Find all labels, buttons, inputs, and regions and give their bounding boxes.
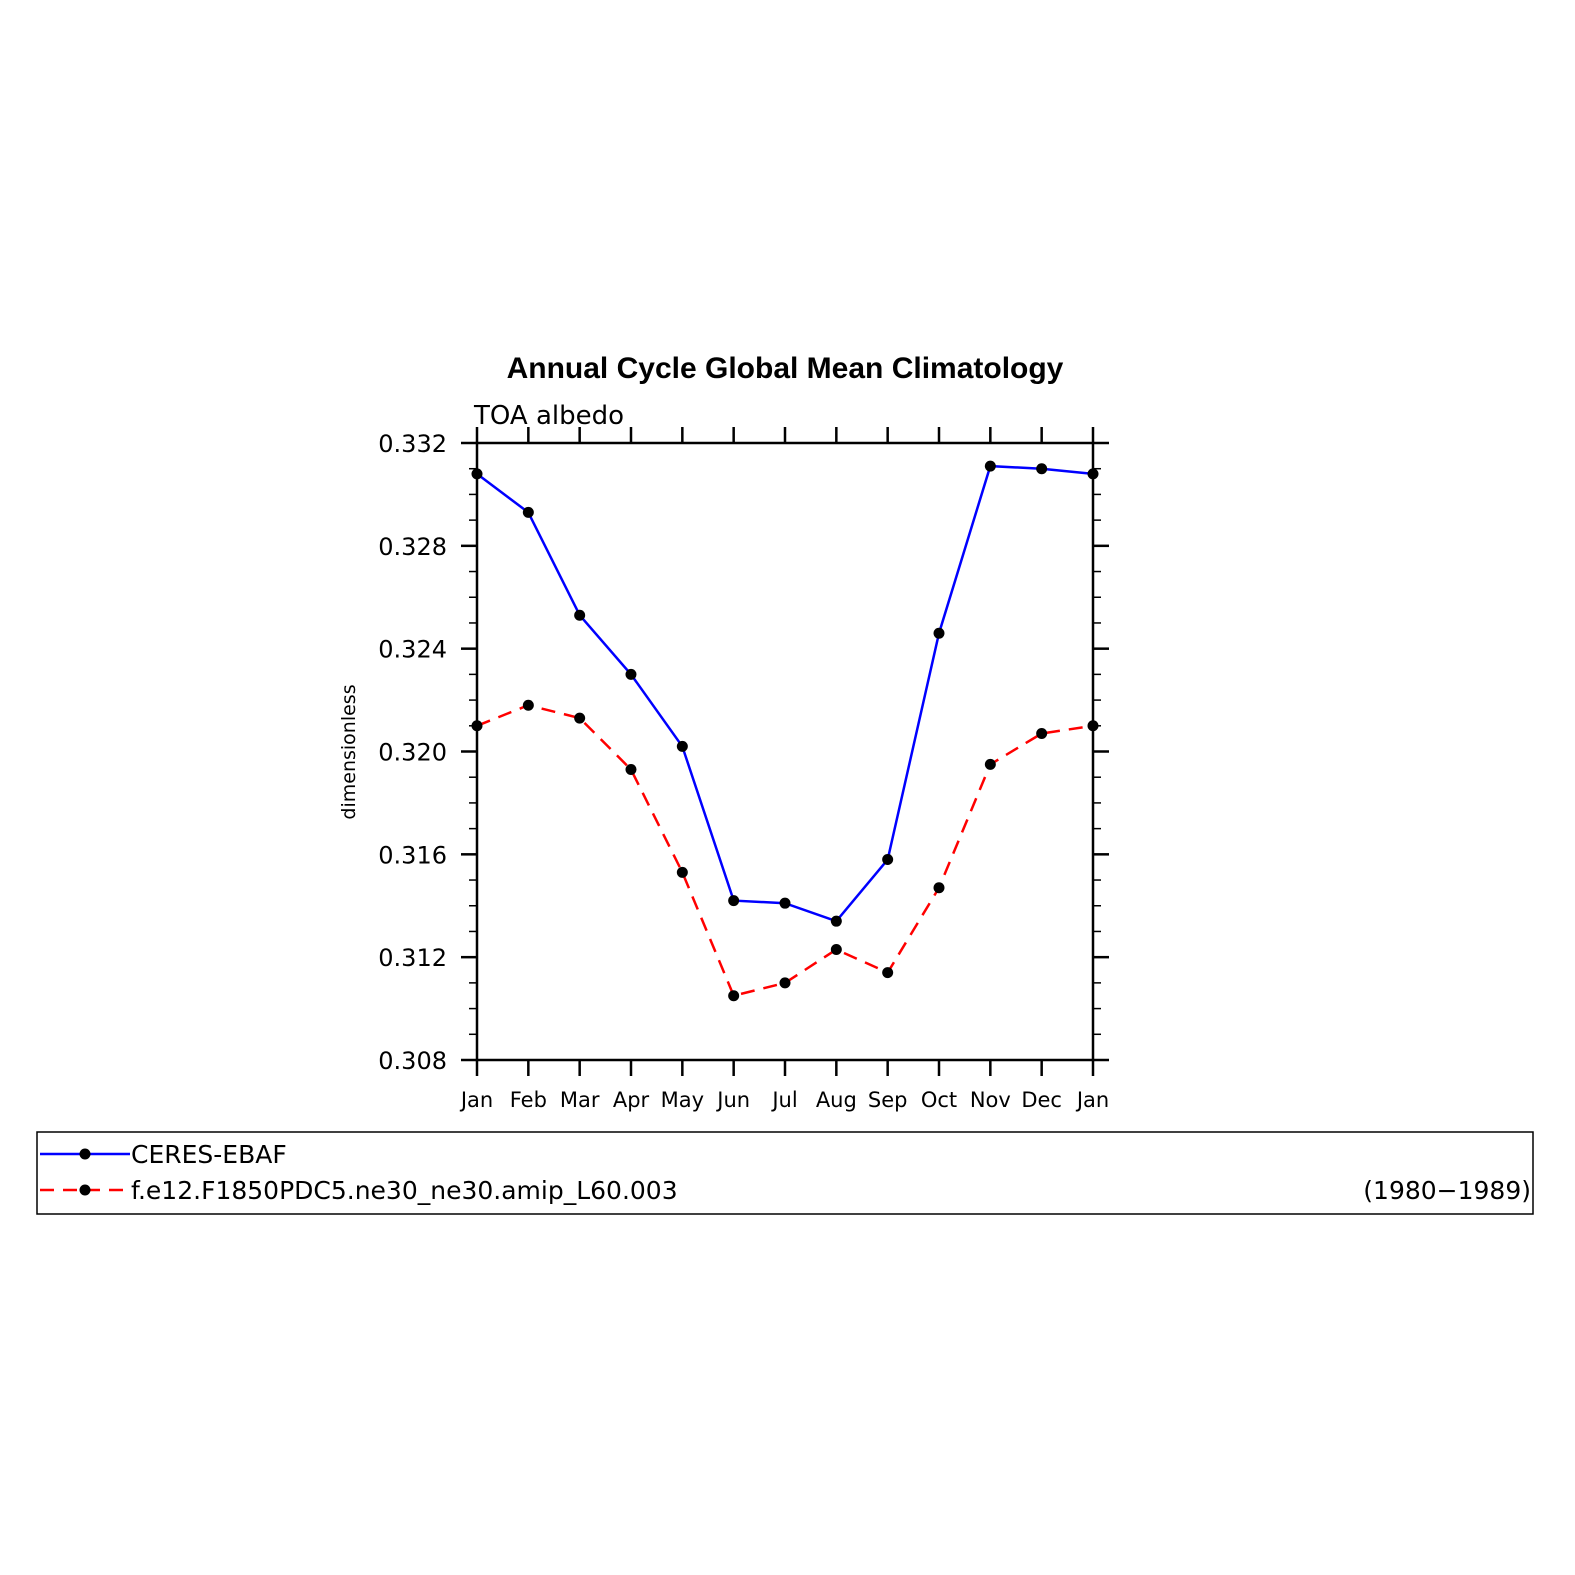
chart-title: Annual Cycle Global Mean Climatology	[507, 352, 1064, 385]
series-point	[676, 866, 688, 878]
series-point	[984, 758, 996, 770]
series-point	[728, 895, 740, 907]
series-point	[882, 853, 894, 865]
series-line	[476, 703, 1094, 998]
x-tick-label: May	[661, 1088, 704, 1112]
x-tick-label: Jan	[1075, 1088, 1109, 1112]
x-tick-label: Sep	[868, 1088, 908, 1112]
x-tick-label: Aug	[816, 1088, 857, 1112]
y-tick-label: 0.316	[378, 841, 447, 869]
series-point	[984, 460, 996, 472]
x-tick-label: Mar	[560, 1088, 600, 1112]
y-tick-label: 0.320	[378, 739, 447, 767]
y-tick-label: 0.312	[378, 944, 447, 972]
x-tick-label: Jul	[770, 1088, 797, 1112]
series-point	[522, 699, 534, 711]
x-tick-label: Jan	[459, 1088, 493, 1112]
y-tick-label: 0.328	[378, 533, 447, 561]
series-point	[676, 740, 688, 752]
series-point	[779, 897, 791, 909]
series-point	[574, 609, 586, 621]
series-point	[522, 506, 534, 518]
legend-marker	[79, 1184, 91, 1196]
series-point	[933, 627, 945, 639]
series-point	[1036, 728, 1048, 740]
series-point	[882, 967, 894, 979]
series-point	[830, 915, 842, 927]
series-point	[933, 882, 945, 894]
x-tick-label: Nov	[970, 1088, 1011, 1112]
y-tick-label: 0.332	[378, 430, 447, 458]
series-point	[728, 990, 740, 1002]
plot-frame	[475, 441, 1095, 1062]
x-tick-label: Feb	[510, 1088, 547, 1112]
legend: CERES-EBAF f.e12.F1850PDC5.ne30_ne30.amip…	[36, 1131, 1534, 1215]
x-tick-label: Oct	[921, 1088, 957, 1112]
legend-period: (1980−1989)	[1363, 1176, 1531, 1205]
series-layer	[471, 460, 1099, 1002]
legend-label: CERES-EBAF	[131, 1140, 287, 1169]
series-line	[476, 464, 1094, 923]
y-tick-label: 0.308	[378, 1047, 447, 1075]
legend-marker	[79, 1148, 91, 1160]
x-tick-label: Dec	[1021, 1088, 1062, 1112]
series-point	[625, 668, 637, 680]
series-point	[830, 943, 842, 955]
series-point	[471, 468, 483, 480]
legend-label: f.e12.F1850PDC5.ne30_ne30.amip_L60.003	[131, 1176, 678, 1205]
series-point	[779, 977, 791, 989]
series-point	[1087, 468, 1099, 480]
plot-border	[475, 441, 1095, 1062]
series-point	[1087, 720, 1099, 732]
series-point	[574, 712, 586, 724]
series-point	[1036, 463, 1048, 475]
chart-subtitle: TOA albedo	[473, 401, 624, 431]
y-tick-label: 0.324	[378, 636, 447, 664]
x-axis-ticks: Jan Feb Mar Apr May Jun Jul Aug Sep Oct Nov Dec Jan	[459, 427, 1109, 1112]
y-axis-ticks: 0.308 0.312 0.316 0.320 0.324 0.328 0.332	[378, 430, 1109, 1075]
x-tick-label: Jun	[715, 1088, 750, 1112]
x-tick-label: Apr	[613, 1088, 650, 1112]
legend-box	[36, 1131, 1534, 1215]
series-point	[625, 763, 637, 775]
series-point	[471, 720, 483, 732]
y-axis-label: dimensionless	[338, 684, 360, 819]
